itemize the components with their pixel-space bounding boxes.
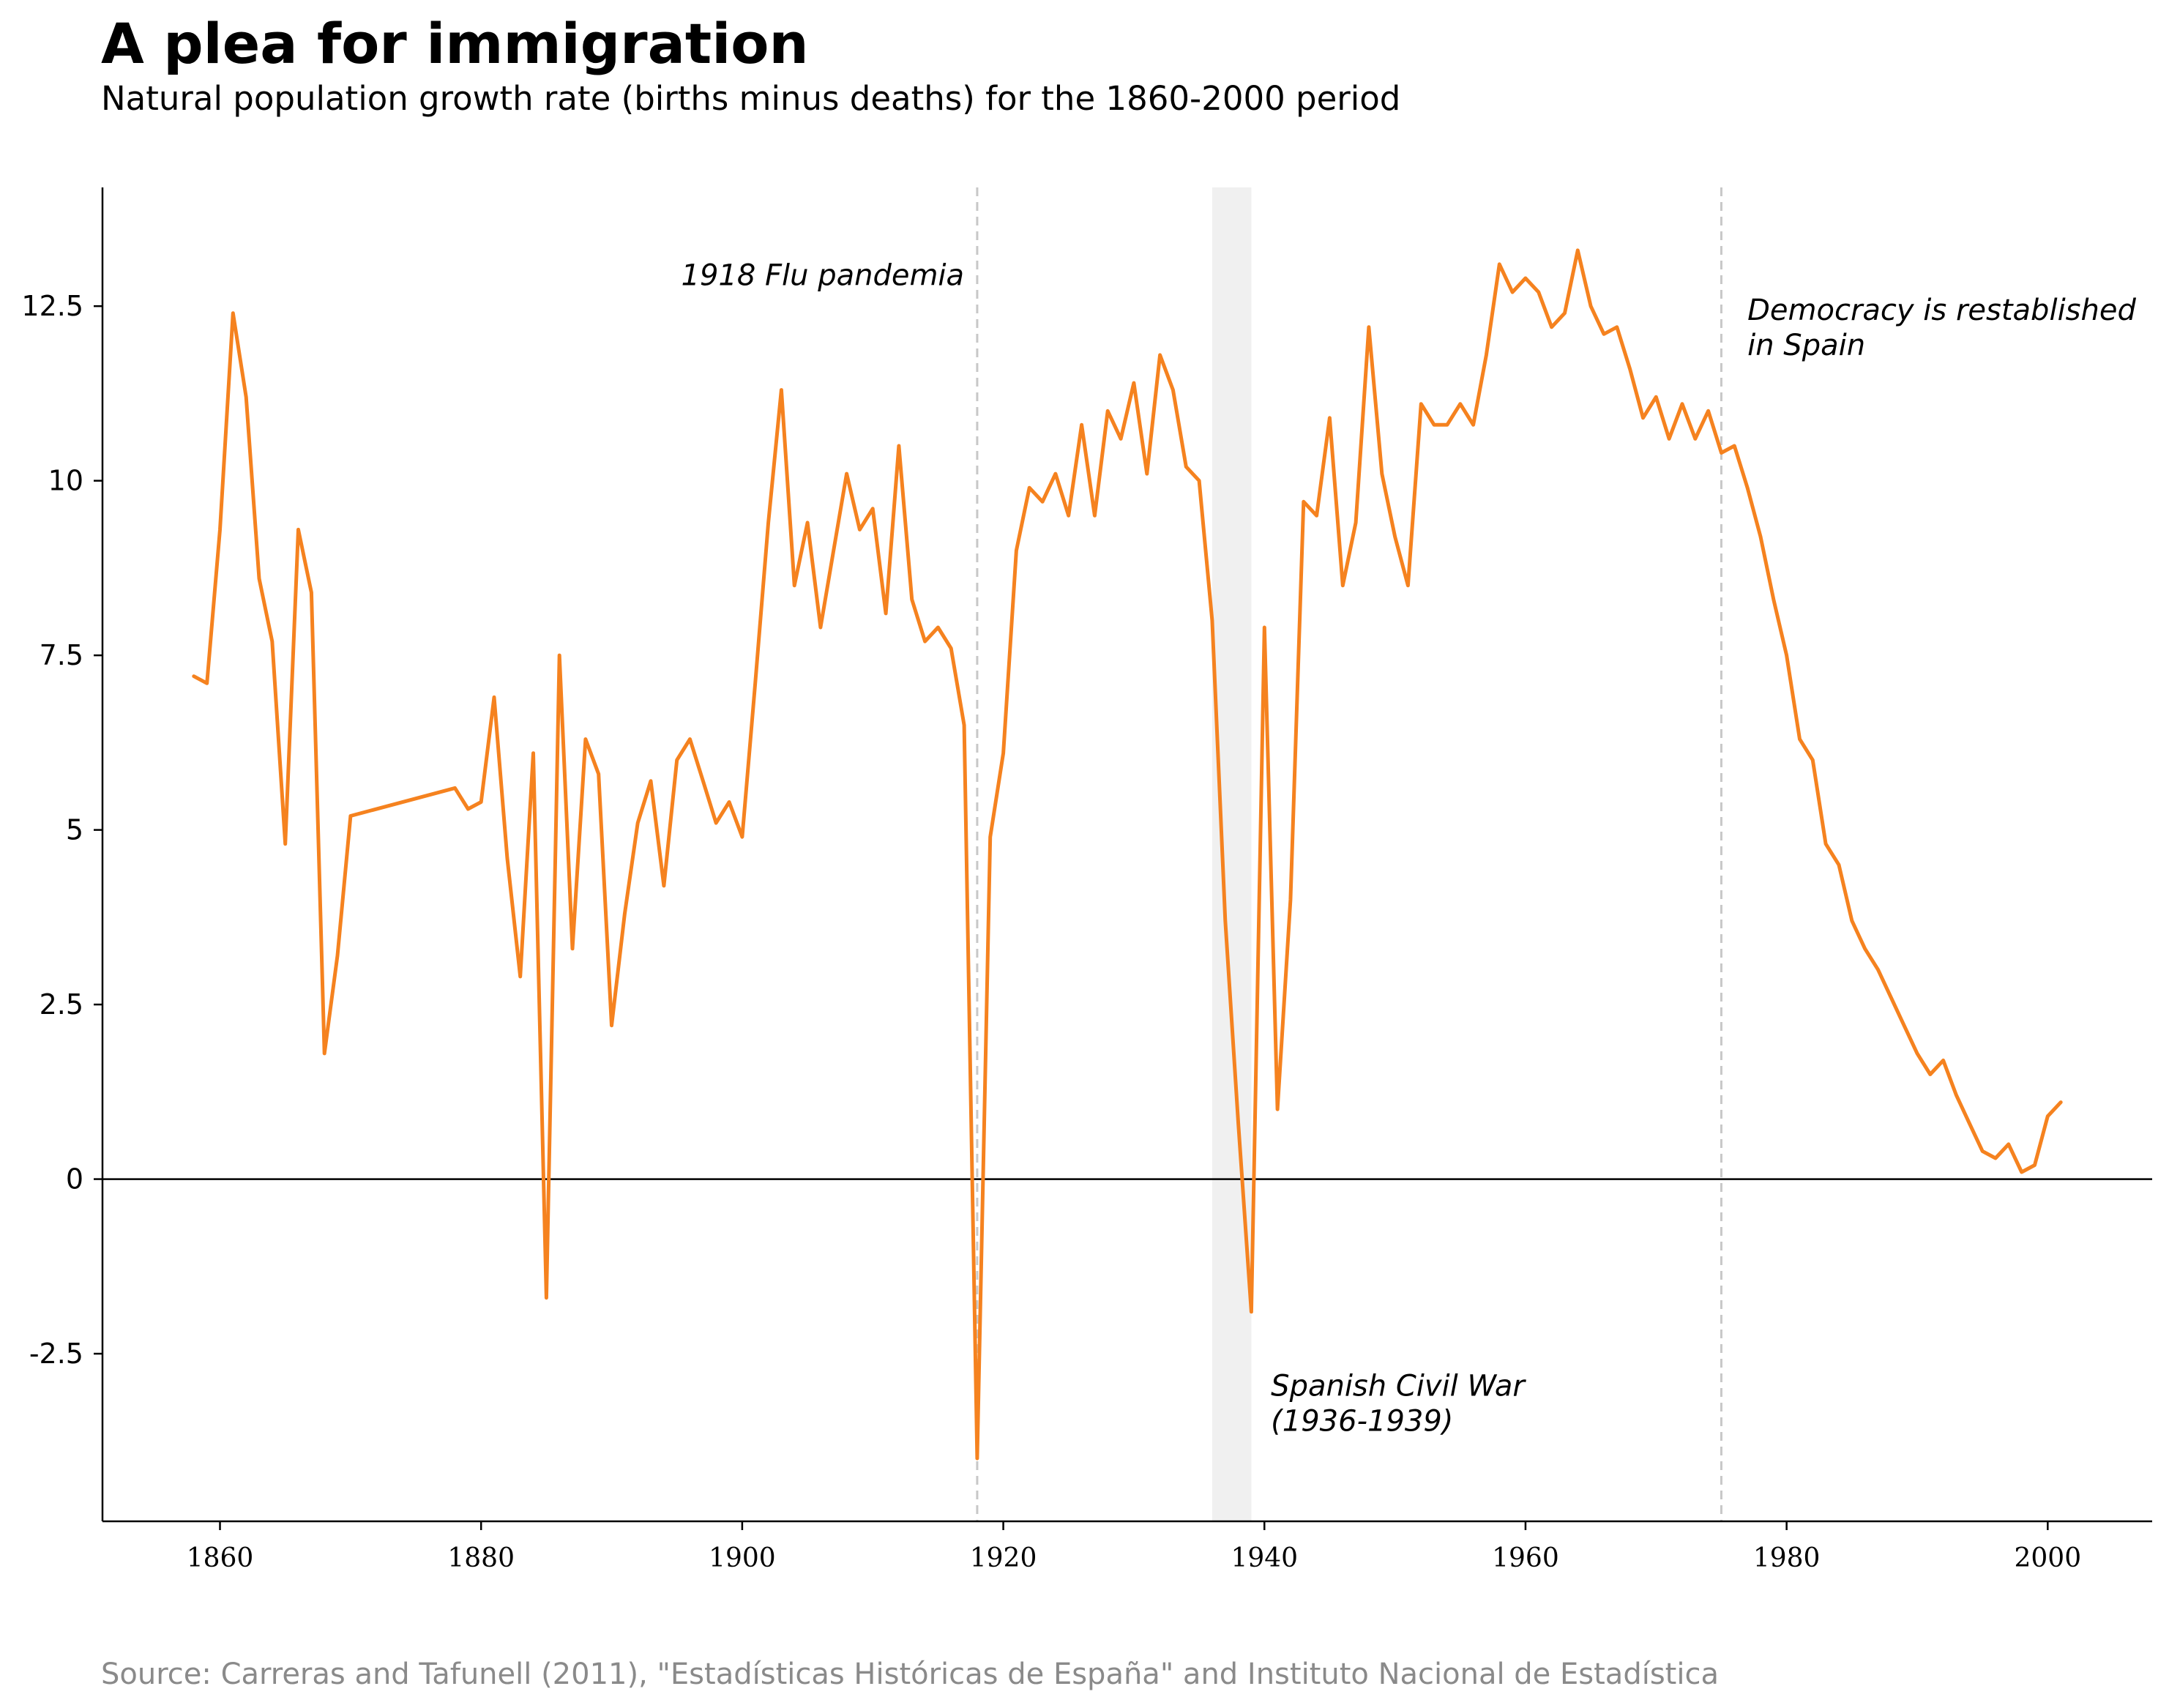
y-tick-label: 12.5 — [21, 290, 83, 322]
x-tick-label: 2000 — [2015, 1543, 2082, 1573]
y-tick-label: 0 — [66, 1163, 83, 1196]
y-tick-label: -2.5 — [29, 1338, 83, 1370]
reference-lines — [102, 187, 2152, 1521]
x-tick-label: 1980 — [1753, 1543, 1821, 1573]
y-tick-label: 2.5 — [40, 988, 83, 1021]
x-tick-label: 1880 — [447, 1543, 515, 1573]
series-group — [192, 248, 2063, 1461]
democracy-label: Democracy is restablished — [1747, 294, 2136, 327]
chart-source: Source: Carreras and Tafunell (2011), "E… — [101, 1657, 1719, 1691]
chart-title: A plea for immigration — [101, 11, 809, 76]
civil-war-label: (1936-1939) — [1271, 1404, 1453, 1438]
y-tick-label: 10 — [48, 465, 83, 497]
y-tick-label: 7.5 — [40, 639, 83, 671]
x-tick-label: 1920 — [970, 1543, 1037, 1573]
x-tick-label: 1960 — [1492, 1543, 1559, 1573]
ticks: -2.5 0 2.5 5 7.5 10 12.5 1860 1880 1900 1920 1940 19… — [21, 290, 2081, 1573]
x-tick-label: 1900 — [709, 1543, 776, 1573]
civil-war-band — [1212, 187, 1252, 1521]
flu-pandemic-label: 1918 Flu pandemia — [682, 259, 965, 293]
series-line — [192, 248, 2063, 1461]
chart-subtitle: Natural population growth rate (births m… — [101, 79, 1401, 118]
x-tick-label: 1860 — [187, 1543, 254, 1573]
x-tick-label: 1940 — [1231, 1543, 1298, 1573]
shaded-regions — [1212, 187, 1252, 1521]
annotations: 1918 Flu pandemia Democracy is restablish… — [682, 259, 2137, 1439]
y-tick-label: 5 — [66, 814, 83, 846]
civil-war-label: Spanish Civil War — [1271, 1369, 1526, 1403]
democracy-label: in Spain — [1747, 329, 1865, 362]
axes — [101, 187, 2152, 1523]
